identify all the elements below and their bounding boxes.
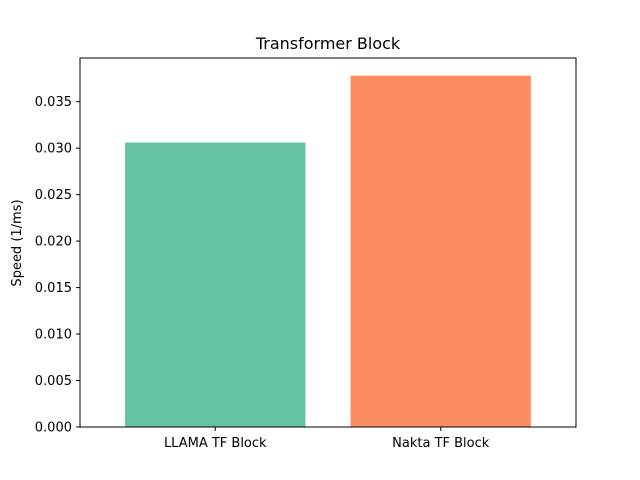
x-axis-ticks: LLAMA TF Block Nakta TF Block	[164, 427, 490, 451]
x-tick-label: Nakta TF Block	[392, 436, 490, 451]
y-axis-label: Speed (1/ms)	[10, 199, 25, 286]
bars-group	[125, 75, 531, 428]
bar-0	[125, 142, 306, 428]
y-tick-label: 0.000	[35, 421, 72, 436]
chart-title: Transformer Block	[255, 34, 401, 53]
plot-frame	[79, 57, 577, 428]
x-tick-label: LLAMA TF Block	[164, 436, 267, 451]
bar-1	[350, 75, 531, 428]
y-tick-label: 0.015	[35, 281, 72, 296]
y-tick-label: 0.010	[35, 328, 72, 343]
y-tick-label: 0.025	[35, 188, 72, 203]
y-tick-label: 0.020	[35, 235, 72, 250]
y-axis-ticks: 0.000 0.005 0.010 0.015 0.020 0.025 0.030 0.035	[35, 95, 80, 436]
y-tick-label: 0.005	[35, 374, 72, 389]
y-tick-label: 0.035	[35, 95, 72, 110]
y-tick-label: 0.030	[35, 142, 72, 157]
